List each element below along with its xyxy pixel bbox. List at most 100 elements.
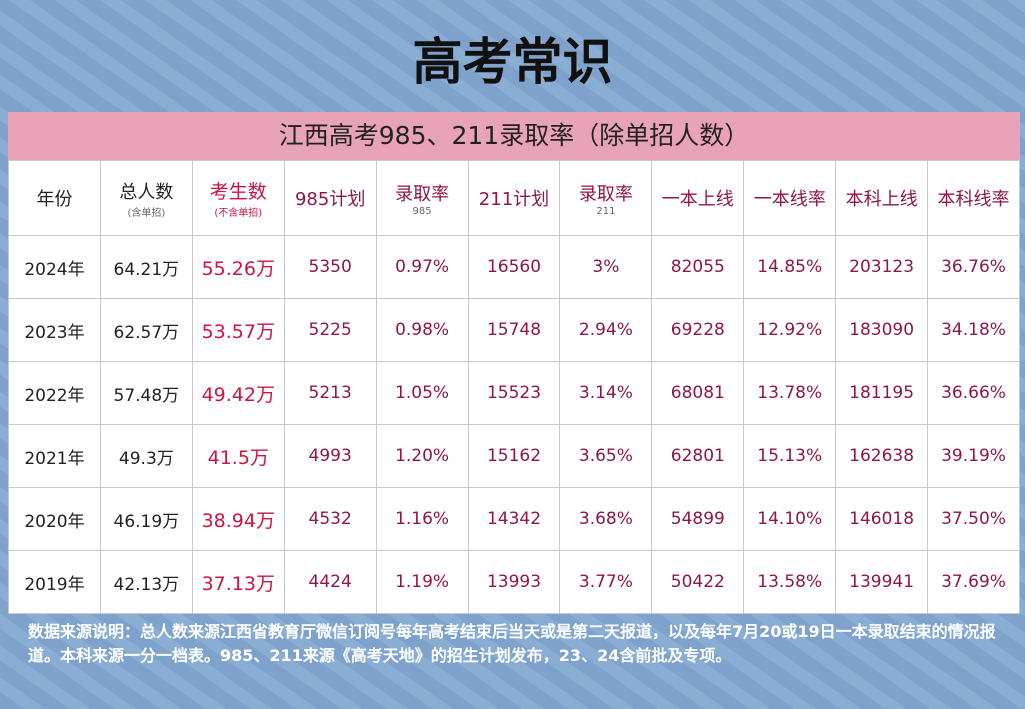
table-cell: 54899	[651, 487, 745, 551]
header-sub: (不含单招)	[214, 208, 263, 219]
footnote: 数据来源说明：总人数来源江西省教育厅微信订阅号每年高考结束后当天或是第二天报道，…	[28, 622, 996, 665]
table-row: 2024年 64.21万 55.26万 5350 0.97% 16560 3% 82055 14…	[8, 235, 1020, 299]
column-header: 一本上线	[651, 160, 745, 236]
table-cell: 5350	[283, 235, 377, 299]
column-header: 年份	[8, 160, 101, 236]
table-cell: 62.57万	[99, 298, 193, 362]
table-body: 2024年 64.21万 55.26万 5350 0.97% 16560 3% 82055 14…	[8, 235, 1020, 614]
table-cell: 41.5万	[191, 424, 285, 488]
table-cell: 2021年	[8, 424, 101, 488]
table-cell: 46.19万	[99, 487, 193, 551]
table-cell: 15523	[467, 361, 561, 425]
table-cell: 15748	[467, 298, 561, 362]
table-cell: 15162	[467, 424, 561, 488]
table-cell: 82055	[651, 235, 745, 299]
column-header: 211计划	[467, 160, 561, 236]
header-label: 一本线率	[753, 189, 826, 210]
table-cell: 13993	[467, 550, 561, 614]
header-sub: 211	[596, 205, 616, 217]
table-cell: 12.92%	[743, 298, 837, 362]
table-cell: 15.13%	[743, 424, 837, 488]
table-cell: 1.20%	[375, 424, 469, 488]
header-label: 总人数	[119, 181, 174, 203]
table-cell: 2024年	[8, 235, 101, 299]
table-cell: 4424	[283, 550, 377, 614]
table-cell: 3.14%	[559, 361, 653, 425]
table-cell: 13.58%	[743, 550, 837, 614]
table-cell: 38.94万	[191, 487, 285, 551]
table-cell: 162638	[835, 424, 929, 488]
table-row: 2021年 49.3万 41.5万 4993 1.20% 15162 3.65% 62801 1…	[8, 424, 1020, 488]
table-cell: 2020年	[8, 487, 101, 551]
table-cell: 0.98%	[375, 298, 469, 362]
table-cell: 37.13万	[191, 550, 285, 614]
table-cell: 3%	[559, 235, 653, 299]
table-cell: 0.97%	[375, 235, 469, 299]
table-cell: 3.65%	[559, 424, 653, 488]
column-header: 录取率 985	[375, 160, 469, 236]
table-cell: 4993	[283, 424, 377, 488]
table-cell: 13.78%	[743, 361, 837, 425]
table-cell: 146018	[835, 487, 929, 551]
table-cell: 1.19%	[375, 550, 469, 614]
table-row: 2023年 62.57万 53.57万 5225 0.98% 15748 2.94% 6922…	[8, 298, 1020, 362]
table-cell: 3.77%	[559, 550, 653, 614]
column-header: 本科上线	[835, 160, 929, 236]
column-header: 总人数 (含单招)	[99, 160, 193, 236]
column-header: 考生数 (不含单招)	[191, 160, 285, 236]
data-table: 年份 总人数 (含单招) 考生数 (不含单招) 985计划 录取率 985 211计划 录取率 21…	[8, 160, 1020, 614]
table-cell: 37.69%	[927, 550, 1020, 614]
table-cell: 37.50%	[927, 487, 1020, 551]
table-cell: 55.26万	[191, 235, 285, 299]
table-cell: 14342	[467, 487, 561, 551]
table-cell: 16560	[467, 235, 561, 299]
table-cell: 62801	[651, 424, 745, 488]
header-sub: 985	[412, 205, 432, 217]
table-cell: 1.16%	[375, 487, 469, 551]
table-cell: 5213	[283, 361, 377, 425]
table-cell: 14.10%	[743, 487, 837, 551]
table-cell: 39.19%	[927, 424, 1020, 488]
table-cell: 3.68%	[559, 487, 653, 551]
header-label: 211计划	[478, 189, 550, 210]
header-row: 年份 总人数 (含单招) 考生数 (不含单招) 985计划 录取率 985 211计划 录取率 21…	[8, 160, 1020, 236]
header-label: 本科上线	[845, 189, 918, 210]
table-cell: 34.18%	[927, 298, 1020, 362]
table-cell: 69228	[651, 298, 745, 362]
table-cell: 2.94%	[559, 298, 653, 362]
header-label: 年份	[36, 189, 73, 210]
table-cell: 14.85%	[743, 235, 837, 299]
header-label: 考生数	[209, 181, 267, 203]
column-header: 录取率 211	[559, 160, 653, 236]
table-cell: 181195	[835, 361, 929, 425]
table-row: 2020年 46.19万 38.94万 4532 1.16% 14342 3.68% 5489…	[8, 487, 1020, 551]
table-row: 2019年 42.13万 37.13万 4424 1.19% 13993 3.77% 5042…	[8, 550, 1020, 614]
table-cell: 2023年	[8, 298, 101, 362]
table-cell: 49.3万	[99, 424, 193, 488]
table-cell: 36.76%	[927, 235, 1020, 299]
page-title: 高考常识	[412, 33, 613, 91]
table-cell: 64.21万	[99, 235, 193, 299]
header-label: 本科线率	[937, 189, 1010, 210]
header-label: 录取率	[578, 183, 633, 205]
table-cell: 139941	[835, 550, 929, 614]
table-cell: 50422	[651, 550, 745, 614]
table-cell: 57.48万	[99, 361, 193, 425]
column-header: 本科线率	[927, 160, 1020, 236]
table-cell: 2022年	[8, 361, 101, 425]
table-cell: 183090	[835, 298, 929, 362]
table-cell: 68081	[651, 361, 745, 425]
table-cell: 203123	[835, 235, 929, 299]
table-cell: 2019年	[8, 550, 101, 614]
header-label: 985计划	[294, 189, 366, 210]
table-cell: 4532	[283, 487, 377, 551]
table-cell: 53.57万	[191, 298, 285, 362]
table-cell: 5225	[283, 298, 377, 362]
table-cell: 49.42万	[191, 361, 285, 425]
table-card: 江西高考985、211录取率（除单招人数） 年份 总人数 (含单招) 考生数 (不含单招…	[8, 112, 1020, 614]
column-header: 985计划	[283, 160, 377, 236]
header-label: 录取率	[395, 183, 450, 205]
header-label: 一本上线	[661, 189, 734, 210]
table-title: 江西高考985、211录取率（除单招人数）	[8, 112, 1020, 160]
